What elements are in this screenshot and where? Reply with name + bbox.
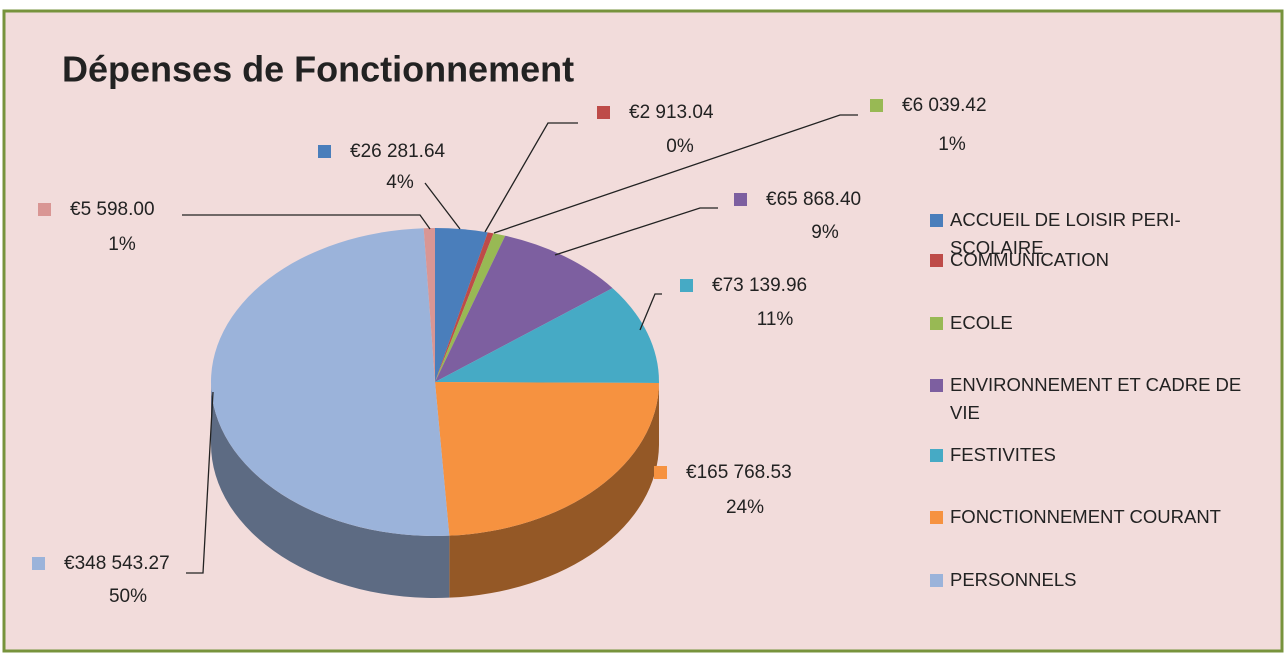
- leader-line: [554, 207, 718, 256]
- legend-label: FESTIVITES: [950, 444, 1056, 465]
- data-label: €26 281.64: [350, 141, 446, 162]
- leader-line: [493, 114, 858, 234]
- legend-key: [930, 449, 943, 462]
- data-label: €65 868.40: [766, 189, 861, 210]
- label-key: [680, 279, 693, 292]
- legend-label: FONCTIONNEMENT COURANT: [950, 506, 1221, 527]
- percent-label: 1%: [108, 234, 136, 255]
- legend-key: [930, 317, 943, 330]
- label-key: [38, 203, 51, 216]
- label-key: [597, 106, 610, 119]
- leader-line: [639, 293, 662, 331]
- pie-slice: [435, 235, 613, 382]
- percent-label: 1%: [938, 134, 966, 155]
- chart-title: Dépenses de Fonctionnement: [62, 49, 574, 90]
- legend-label: COMMUNICATION: [950, 249, 1109, 270]
- legend-key: [930, 214, 943, 227]
- data-label: €73 139.96: [712, 275, 807, 296]
- data-label: €6 039.42: [902, 95, 987, 116]
- leader-line: [424, 182, 461, 230]
- label-key: [32, 557, 45, 570]
- pie-slice: [423, 228, 435, 382]
- percent-label: 24%: [726, 497, 764, 518]
- leader-line: [182, 214, 431, 230]
- data-label: €5 598.00: [70, 199, 155, 220]
- label-key: [654, 466, 667, 479]
- percent-label: 11%: [757, 309, 794, 330]
- legend-label: ENVIRONNEMENT ET CADRE DE VIE: [950, 374, 1242, 423]
- legend-key: [930, 254, 943, 267]
- label-key: [734, 193, 747, 206]
- pie-slice: [210, 228, 450, 537]
- data-label: €165 768.53: [686, 462, 792, 483]
- legend-key: [930, 379, 943, 392]
- percent-label: 0%: [666, 136, 694, 157]
- percent-label: 4%: [386, 172, 414, 193]
- pie-slice: [435, 382, 659, 536]
- data-label: €2 913.04: [629, 102, 714, 123]
- legend-key: [930, 574, 943, 587]
- pie-slice: [435, 233, 506, 382]
- legend-label: ACCUEIL DE LOISIR PERI-SCOLAIRE: [950, 209, 1181, 258]
- legend-label: ECOLE: [950, 312, 1013, 333]
- legend-key: [930, 511, 943, 524]
- pie-slice: [435, 232, 494, 382]
- percent-label: 9%: [811, 222, 839, 243]
- legend-label: PERSONNELS: [950, 569, 1077, 590]
- pie-slice: [435, 228, 488, 382]
- pie-side: [211, 382, 450, 598]
- leader-line: [484, 122, 578, 233]
- pie-slice: [435, 288, 659, 383]
- pie-side: [449, 382, 659, 598]
- label-key: [318, 145, 331, 158]
- data-label: €348 543.27: [64, 553, 170, 574]
- leader-line: [186, 391, 214, 574]
- percent-label: 50%: [109, 586, 147, 607]
- label-key: [870, 99, 883, 112]
